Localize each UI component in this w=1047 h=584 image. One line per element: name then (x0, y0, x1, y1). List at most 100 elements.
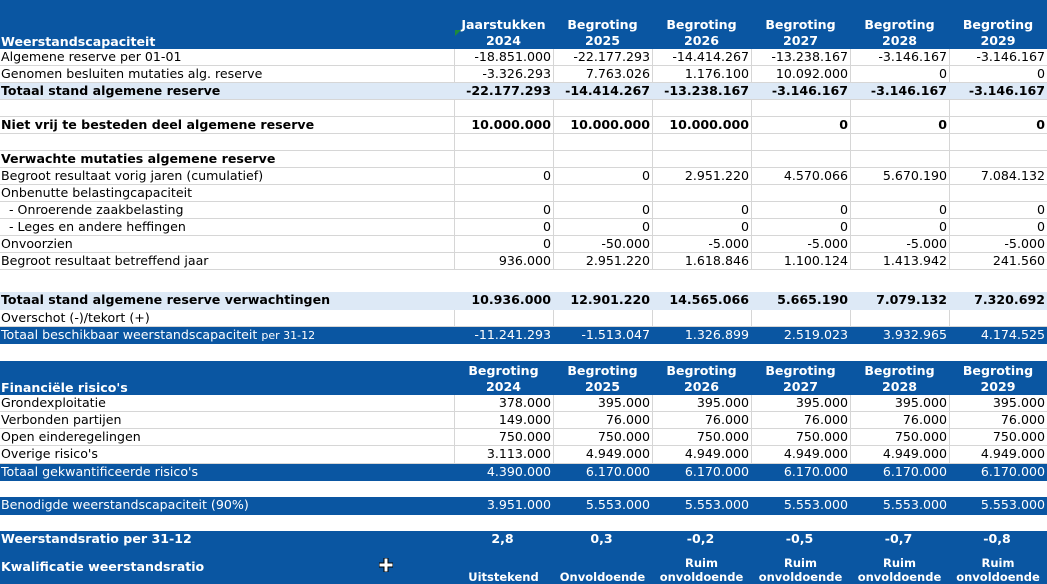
value-cell[interactable]: 10.000.000 (454, 117, 553, 133)
kwalificatie-cell[interactable]: Ruim onvoldoende (857, 556, 942, 584)
value-cell[interactable]: 395.000 (949, 395, 1047, 411)
value-cell[interactable] (652, 134, 751, 150)
value-cell[interactable]: 76.000 (949, 412, 1047, 428)
value-cell[interactable]: 4.949.000 (850, 446, 949, 463)
value-cell[interactable]: 10.000.000 (652, 117, 751, 133)
value-cell[interactable]: 750.000 (850, 429, 949, 445)
value-cell[interactable]: 0 (454, 202, 553, 218)
kwalificatie-cell[interactable]: Ruim onvoldoende (659, 556, 744, 584)
row-label[interactable]: Begroot resultaat betreffend jaar (1, 253, 209, 268)
value-cell[interactable]: 0 (751, 202, 850, 218)
value-cell[interactable]: 378.000 (454, 395, 553, 411)
value-cell[interactable]: 76.000 (652, 412, 751, 428)
row-label[interactable]: Onbenutte belastingcapaciteit (1, 185, 193, 200)
value-cell[interactable] (850, 100, 949, 116)
value-cell[interactable] (751, 151, 850, 167)
value-cell[interactable] (454, 100, 553, 116)
value-cell[interactable]: 0 (454, 219, 553, 235)
kwalificatie-cell[interactable]: Onvoldoende (559, 570, 646, 584)
value-cell[interactable]: 0 (850, 66, 949, 82)
value-cell[interactable]: 0 (553, 168, 652, 184)
col-header[interactable]: Begroting 2025 (567, 363, 638, 394)
value-cell[interactable]: 3.113.000 (454, 446, 553, 463)
value-cell[interactable]: 241.560 (949, 253, 1047, 269)
value-cell[interactable]: 0 (850, 202, 949, 218)
value-cell[interactable] (751, 185, 850, 201)
value-cell[interactable]: -3.146.167 (870, 83, 947, 98)
value-cell[interactable]: -22.177.293 (553, 49, 652, 65)
value-cell[interactable]: 149.000 (454, 412, 553, 428)
value-cell[interactable]: 0 (949, 66, 1047, 82)
kwalificatie-cell[interactable]: Ruim onvoldoende (956, 556, 1040, 584)
value-cell[interactable]: 0 (949, 202, 1047, 218)
row-label[interactable]: Verbonden partijen (1, 412, 122, 427)
row-label[interactable]: Begroot resultaat vorig jaren (cumulatie… (1, 168, 264, 183)
row-label[interactable]: - Onroerende zaakbelasting (1, 202, 184, 217)
value-cell[interactable]: -3.326.293 (454, 66, 553, 82)
value-cell[interactable]: 2.951.220 (652, 168, 751, 184)
value-cell[interactable]: 4.570.066 (751, 168, 850, 184)
value-cell[interactable]: -14.414.267 (652, 49, 751, 65)
kwalificatie-cell[interactable]: Uitstekend (468, 570, 539, 584)
value-cell[interactable]: -3.146.167 (949, 49, 1047, 65)
value-cell[interactable]: 1.618.846 (652, 253, 751, 269)
value-cell[interactable] (553, 134, 652, 150)
value-cell[interactable]: 750.000 (553, 429, 652, 445)
value-cell[interactable]: 0 (454, 168, 553, 184)
col-header[interactable]: Begroting 2026 (666, 17, 737, 48)
value-cell[interactable]: -3.146.167 (771, 83, 848, 98)
value-cell[interactable]: 395.000 (850, 395, 949, 411)
value-cell[interactable]: 1.176.100 (652, 66, 751, 82)
row-label[interactable]: Genomen besluiten mutaties alg. reserve (1, 66, 263, 81)
value-cell[interactable] (850, 134, 949, 150)
value-cell[interactable]: 750.000 (454, 429, 553, 445)
row-label[interactable] (0, 100, 454, 116)
value-cell[interactable]: 0 (454, 236, 553, 252)
value-cell[interactable]: 0 (850, 117, 949, 133)
value-cell[interactable] (850, 151, 949, 167)
value-cell[interactable] (553, 185, 652, 201)
value-cell[interactable] (652, 185, 751, 201)
col-header[interactable]: Begroting 2027 (765, 363, 836, 394)
value-cell[interactable] (949, 100, 1047, 116)
value-cell[interactable]: 0 (751, 117, 850, 133)
value-cell[interactable]: 750.000 (949, 429, 1047, 445)
value-cell[interactable]: 1.413.942 (850, 253, 949, 269)
value-cell[interactable]: 4.949.000 (949, 446, 1047, 463)
value-cell[interactable]: 395.000 (652, 395, 751, 411)
value-cell[interactable] (553, 151, 652, 167)
value-cell[interactable]: 7.763.026 (553, 66, 652, 82)
value-cell[interactable]: -5.000 (850, 236, 949, 252)
row-label[interactable]: Onvoorzien (1, 236, 73, 251)
value-cell[interactable]: -13.238.167 (751, 49, 850, 65)
value-cell[interactable]: 936.000 (454, 253, 553, 269)
value-cell[interactable]: 76.000 (553, 412, 652, 428)
value-cell[interactable]: -13.238.167 (664, 83, 749, 98)
row-label[interactable]: Niet vrij te besteden deel algemene rese… (1, 117, 315, 132)
col-header[interactable]: Begroting 2028 (864, 363, 935, 394)
value-cell[interactable]: 76.000 (850, 412, 949, 428)
value-cell[interactable]: 0 (652, 219, 751, 235)
col-header[interactable]: Begroting 2025 (567, 17, 638, 48)
row-label[interactable]: Totaal stand algemene reserve (1, 83, 221, 98)
value-cell[interactable]: 4.949.000 (751, 446, 850, 463)
value-cell[interactable] (553, 100, 652, 116)
value-cell[interactable]: -50.000 (553, 236, 652, 252)
row-label[interactable]: Algemene reserve per 01-01 (1, 49, 182, 64)
value-cell[interactable]: 395.000 (751, 395, 850, 411)
value-cell[interactable] (949, 134, 1047, 150)
value-cell[interactable]: 10.092.000 (751, 66, 850, 82)
value-cell[interactable]: 0 (850, 219, 949, 235)
kwalificatie-cell[interactable]: Ruim onvoldoende (758, 556, 843, 584)
value-cell[interactable]: 7.084.132 (949, 168, 1047, 184)
value-cell[interactable]: -14.414.267 (565, 83, 650, 98)
value-cell[interactable]: -5.000 (949, 236, 1047, 252)
value-cell[interactable]: 4.949.000 (652, 446, 751, 463)
col-header[interactable]: Begroting 2028 (864, 17, 935, 48)
value-cell[interactable]: 0 (553, 202, 652, 218)
value-cell[interactable]: -5.000 (751, 236, 850, 252)
value-cell[interactable]: -3.146.167 (968, 83, 1045, 98)
row-label[interactable] (0, 134, 454, 150)
value-cell[interactable] (949, 185, 1047, 201)
value-cell[interactable] (751, 100, 850, 116)
